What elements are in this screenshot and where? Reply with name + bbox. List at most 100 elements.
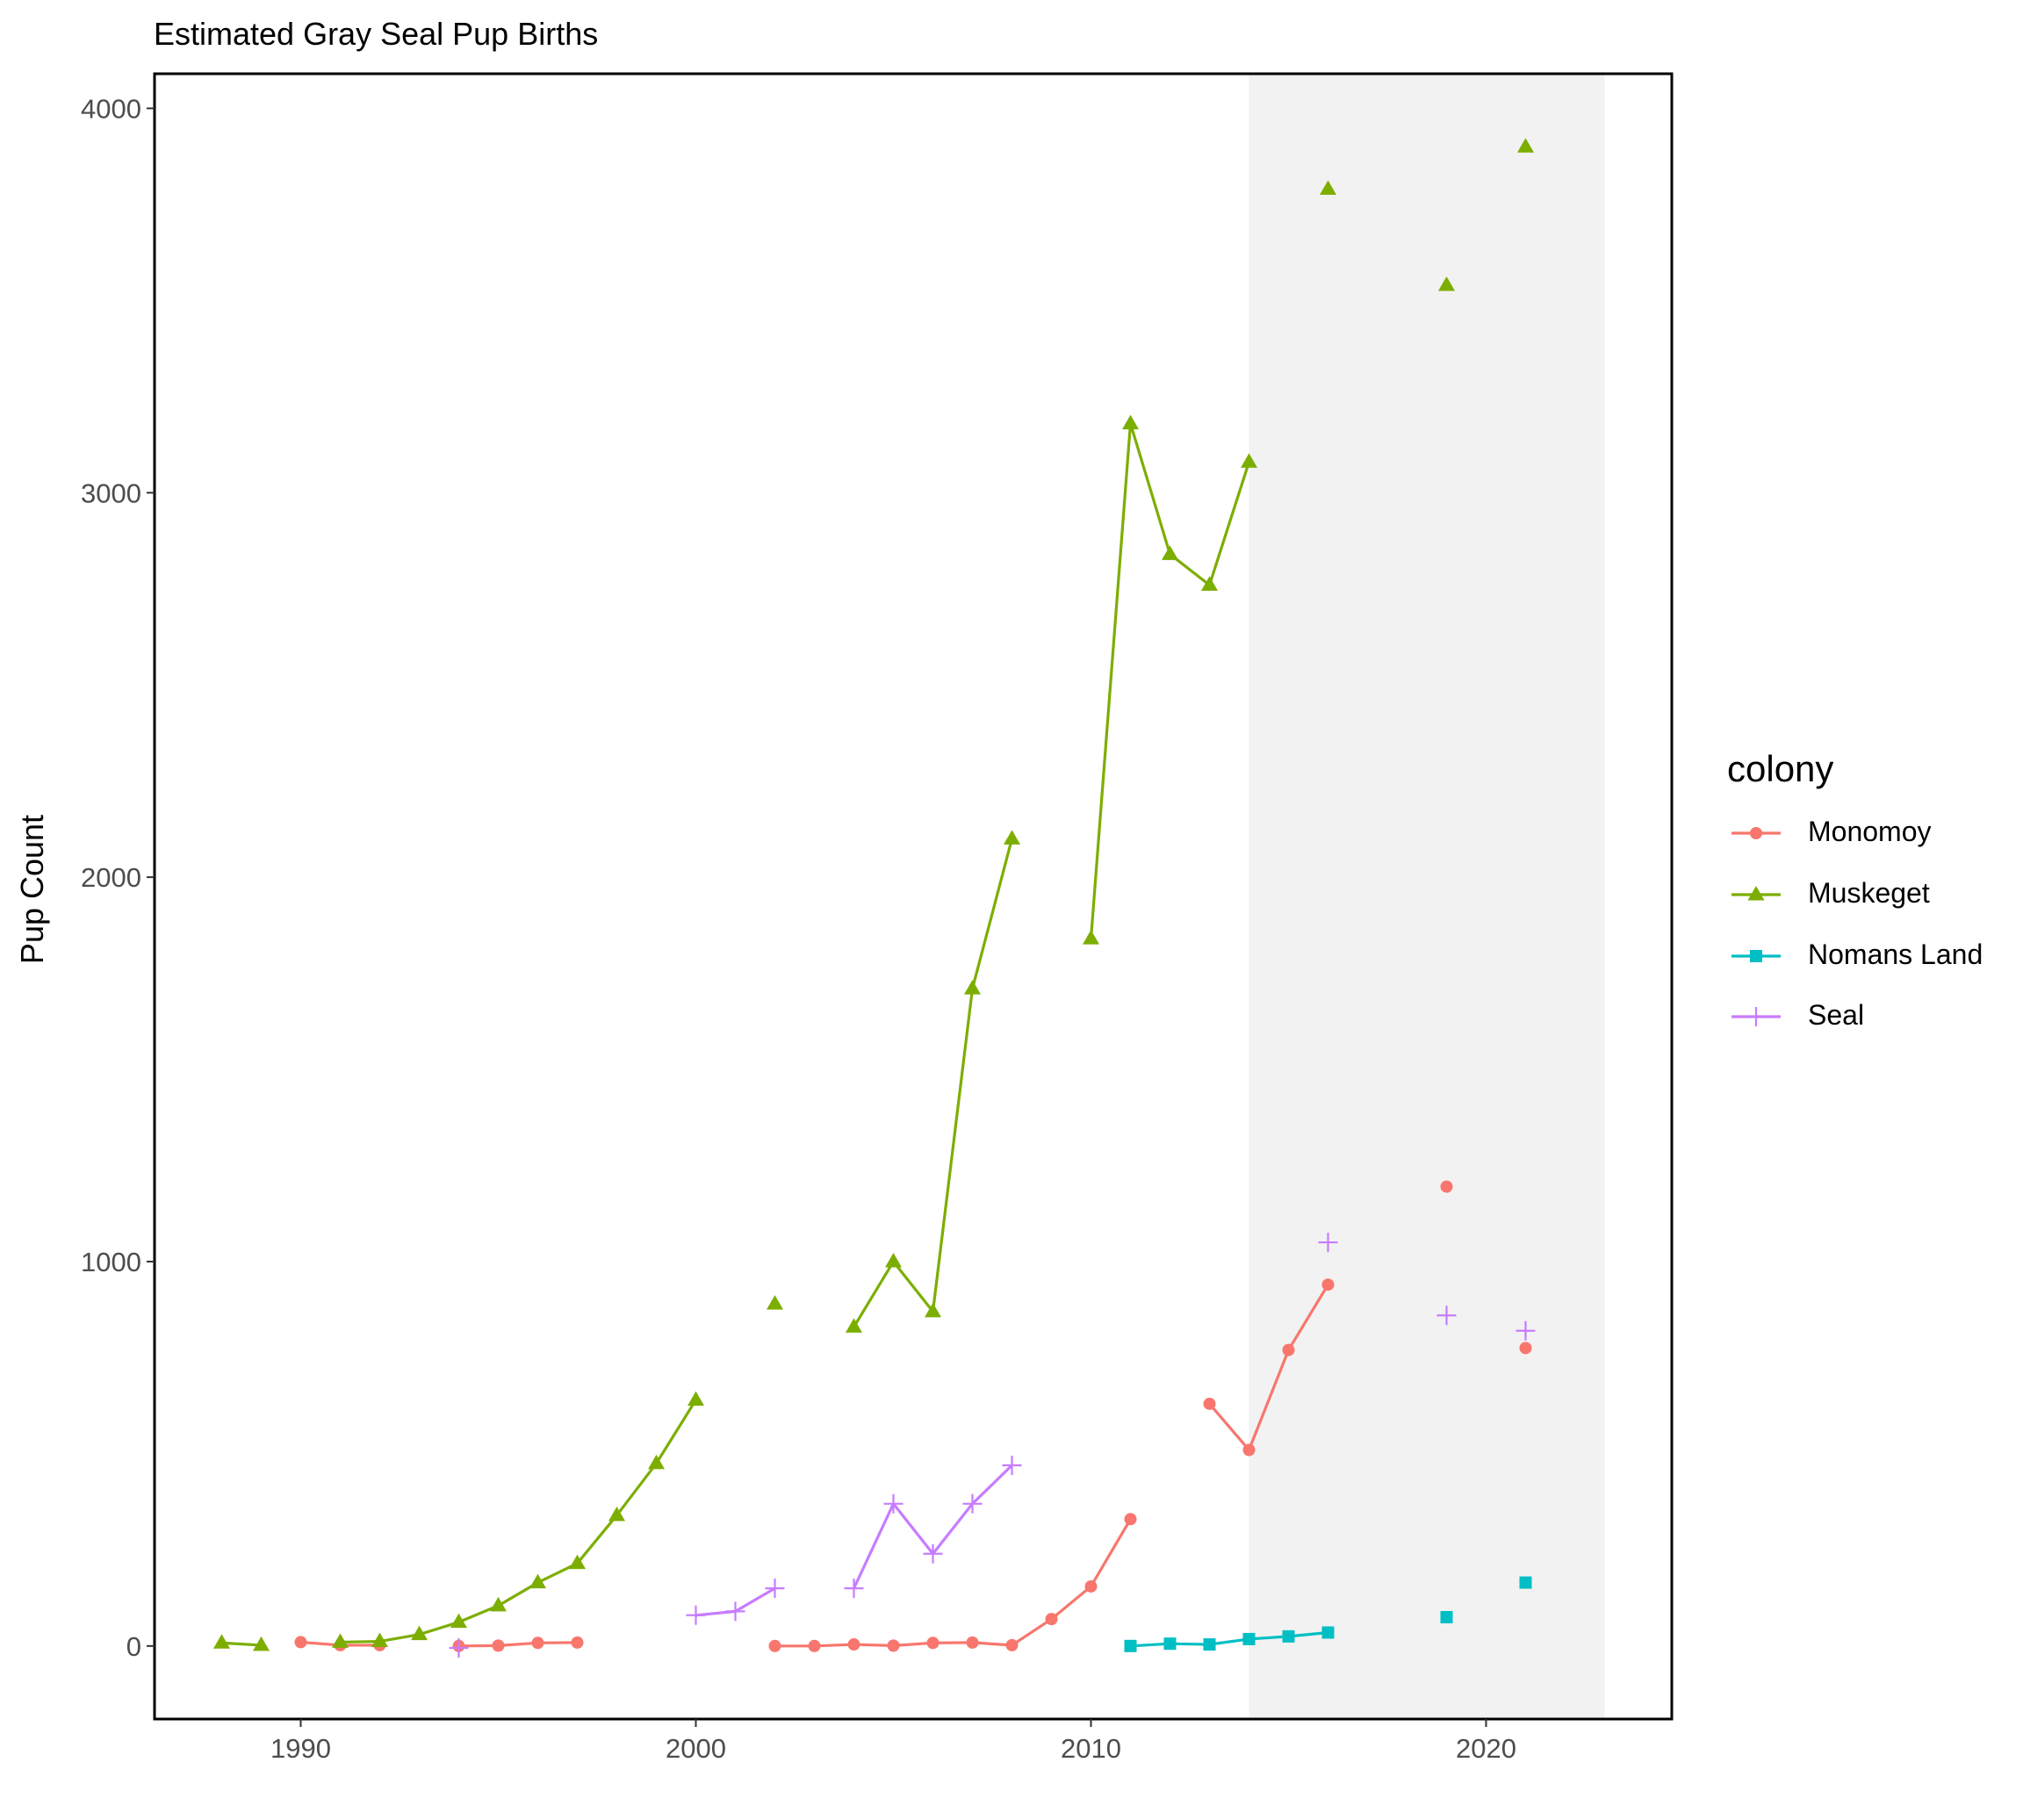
data-point-seal: [725, 1601, 745, 1622]
data-point-monomoy: [926, 1637, 940, 1650]
data-point-monomoy: [1005, 1638, 1019, 1651]
legend-key-marker-seal: [1746, 1007, 1766, 1026]
data-point-muskeget: [253, 1636, 270, 1651]
data-point-monomoy: [492, 1639, 505, 1652]
data-point-muskeget: [1122, 414, 1139, 429]
series-line-monomoy: [458, 1641, 578, 1648]
data-point-seal: [1515, 1320, 1536, 1341]
series-line-muskeget: [1089, 421, 1251, 939]
data-point-muskeget: [846, 1318, 862, 1333]
y-tick-label: 1000: [81, 1247, 141, 1277]
series-seal: [449, 1233, 1536, 1658]
data-point-muskeget: [885, 1252, 902, 1268]
data-point-muskeget: [767, 1295, 783, 1310]
legend-label-monomoy: Monomoy: [1808, 816, 1932, 847]
data-point-muskeget: [964, 980, 981, 995]
data-point-monomoy: [1084, 1579, 1098, 1593]
data-point-seal: [765, 1579, 785, 1599]
data-point-monomoy: [1045, 1613, 1058, 1626]
legend-key-marker-nomans-land: [1750, 950, 1762, 962]
data-point-muskeget: [1162, 545, 1178, 560]
series-line-muskeget: [340, 1399, 697, 1644]
data-point-monomoy: [294, 1636, 307, 1649]
legend-key-marker-muskeget: [1747, 886, 1765, 901]
data-point-monomoy: [808, 1639, 821, 1652]
x-tick-label: 2010: [1061, 1733, 1121, 1764]
series-line-monomoy: [1208, 1284, 1329, 1452]
legend-label-nomans-land: Nomans Land: [1808, 939, 1983, 970]
legend-label-seal: Seal: [1808, 999, 1865, 1031]
series-line-nomans-land: [1130, 1630, 1328, 1648]
data-point-nomans-land: [1321, 1626, 1335, 1639]
series-layer: [213, 138, 1536, 1658]
data-point-muskeget: [490, 1596, 507, 1612]
data-point-seal: [962, 1493, 983, 1514]
data-point-monomoy: [887, 1639, 900, 1652]
data-point-muskeget: [1241, 453, 1257, 468]
series-line-seal: [853, 1464, 1013, 1589]
data-point-monomoy: [1440, 1180, 1453, 1193]
series-nomans-land: [1124, 1576, 1532, 1652]
series-line-muskeget: [853, 838, 1014, 1328]
axes-layer: 0 1000 2000 3000 4000 1990 2000 2010 2020: [81, 72, 1674, 1764]
legend-key-marker-monomoy: [1750, 827, 1762, 839]
series-line-muskeget: [221, 1641, 262, 1647]
data-point-seal: [449, 1638, 469, 1658]
shaded-region: [1249, 74, 1605, 1719]
data-point-muskeget: [213, 1634, 230, 1649]
data-point-muskeget: [1201, 576, 1218, 591]
data-point-monomoy: [1242, 1443, 1256, 1457]
data-point-muskeget: [411, 1625, 428, 1641]
data-point-muskeget: [1320, 180, 1336, 195]
data-point-monomoy: [966, 1636, 979, 1649]
data-point-muskeget: [1438, 276, 1455, 291]
data-point-monomoy: [1282, 1343, 1295, 1356]
x-tick-label: 1990: [270, 1733, 331, 1764]
data-point-nomans-land: [1519, 1576, 1532, 1589]
y-tick-label: 3000: [81, 478, 141, 508]
data-point-muskeget: [371, 1632, 388, 1648]
data-point-nomans-land: [1440, 1610, 1453, 1623]
data-point-muskeget: [529, 1573, 546, 1589]
data-point-nomans-land: [1163, 1637, 1177, 1651]
data-point-monomoy: [847, 1638, 860, 1651]
x-tick-label: 2020: [1456, 1733, 1516, 1764]
data-point-seal: [923, 1543, 943, 1564]
data-point-muskeget: [1004, 830, 1020, 845]
data-point-monomoy: [531, 1637, 544, 1650]
shaded-region-layer: [1249, 74, 1605, 1719]
data-point-seal: [1436, 1306, 1457, 1326]
data-point-seal: [844, 1579, 864, 1599]
data-point-nomans-land: [1203, 1638, 1216, 1651]
data-point-muskeget: [569, 1554, 586, 1570]
data-point-nomans-land: [1282, 1629, 1295, 1643]
data-point-seal: [1002, 1456, 1022, 1476]
data-point-monomoy: [768, 1639, 781, 1652]
data-point-monomoy: [1203, 1397, 1216, 1410]
chart-title: Estimated Gray Seal Pup Births: [154, 16, 599, 52]
data-point-nomans-land: [1124, 1639, 1137, 1652]
series-muskeget: [213, 138, 1534, 1651]
legend-title: colony: [1727, 748, 1834, 789]
data-point-monomoy: [571, 1636, 584, 1649]
data-point-muskeget: [332, 1633, 349, 1648]
y-tick-label: 2000: [81, 862, 141, 893]
data-point-muskeget: [608, 1506, 625, 1521]
data-point-muskeget: [1517, 138, 1534, 153]
y-tick-label: 4000: [81, 93, 141, 124]
data-point-muskeget: [1083, 930, 1099, 945]
legend-layer: [1731, 827, 1781, 1026]
data-point-seal: [686, 1605, 706, 1625]
data-point-nomans-land: [1242, 1632, 1256, 1645]
legend-label-muskeget: Muskeget: [1808, 877, 1930, 909]
data-point-seal: [883, 1493, 904, 1514]
panel-border: [153, 72, 1674, 1721]
series-line-monomoy: [774, 1518, 1132, 1648]
data-point-monomoy: [1321, 1278, 1335, 1291]
data-point-monomoy: [1124, 1513, 1137, 1526]
data-point-muskeget: [688, 1391, 704, 1406]
x-tick-label: 2000: [666, 1733, 726, 1764]
data-point-muskeget: [925, 1302, 941, 1318]
data-point-seal: [1318, 1233, 1338, 1253]
